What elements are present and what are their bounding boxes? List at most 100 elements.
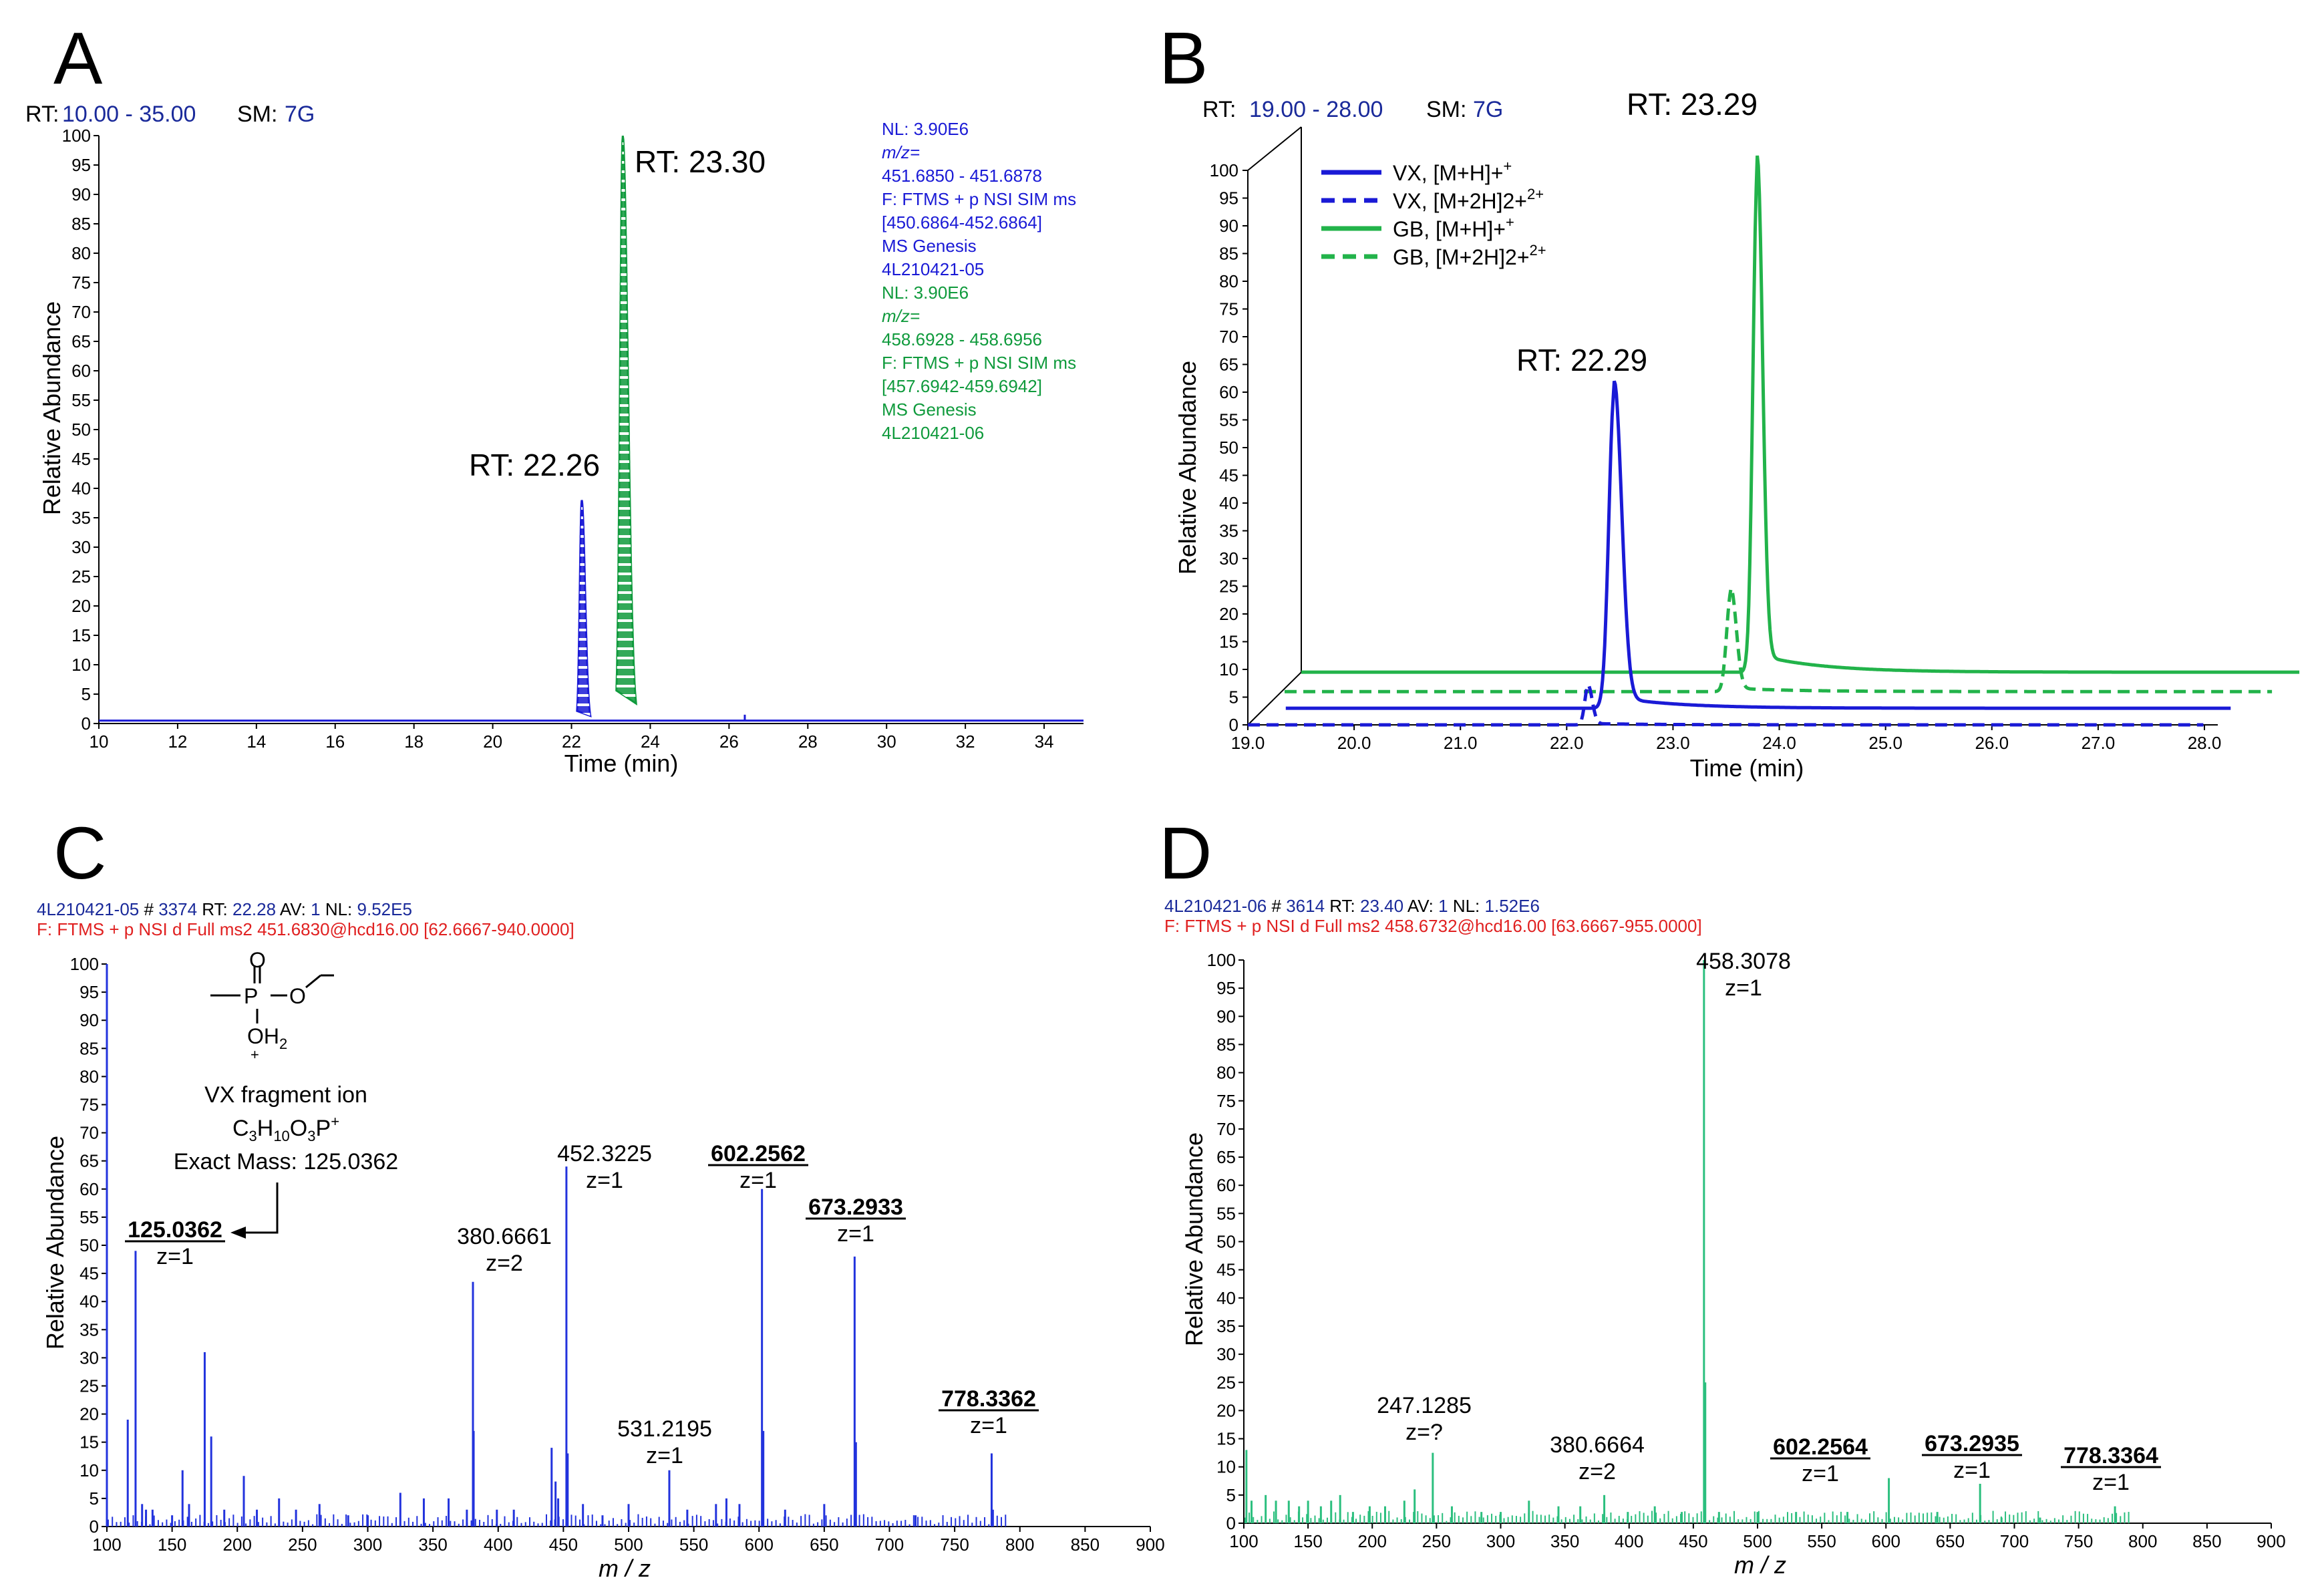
peak-label-charge: z=1 — [1725, 975, 1762, 1001]
depth-line — [1247, 126, 1302, 171]
y-tick-label: 20 — [79, 1404, 99, 1424]
x-tick-label: 26 — [719, 732, 739, 752]
x-tick-label: 100 — [1229, 1531, 1258, 1551]
y-tick-label: 55 — [1219, 410, 1238, 430]
y-tick-label: 100 — [70, 954, 99, 974]
panel-b-annotation-gb: RT: 23.29 — [1627, 87, 1758, 122]
peak-label-charge: z=1 — [2092, 1470, 2130, 1495]
y-tick-label: 20 — [1216, 1400, 1236, 1420]
y-tick-label: 95 — [71, 155, 91, 175]
y-tick-label: 5 — [1226, 1485, 1236, 1505]
panel-a-annotation-gb: RT: 23.30 — [635, 144, 766, 179]
panel-c-header-line2: F: FTMS + p NSI d Full ms2 451.6830@hcd1… — [37, 919, 574, 939]
panel-b-x-label: Time (min) — [1690, 754, 1804, 782]
x-tick-label: 300 — [353, 1535, 382, 1555]
x-tick-label: 750 — [2064, 1531, 2093, 1551]
panel-c-plot-area: 0 5 10 15 20 25 30 35 40 45 50 55 60 65 70 75 80 85 90 95 10… — [70, 954, 1165, 1555]
info-green-line: 4L210421-06 — [882, 423, 984, 443]
x-tick-label: 600 — [1872, 1531, 1900, 1551]
y-tick-label: 0 — [1229, 715, 1238, 735]
panel-b-plot-area: 0 5 10 15 20 25 30 35 40 45 50 55 60 65 70 75 80 85 90 95 10… — [1210, 126, 2300, 753]
peak-label-mz: 602.2562 — [711, 1141, 806, 1166]
x-tick-label: 250 — [288, 1535, 317, 1555]
panel-d-plot-area: 0 5 10 15 20 25 30 35 40 45 50 55 60 65 70 75 80 85 90 95 10… — [1207, 949, 2286, 1551]
y-tick-label: 25 — [79, 1376, 99, 1396]
info-blue-line: [450.6864-452.6864] — [882, 212, 1042, 232]
panel-b-legend: VX, [M+H]++ VX, [M+2H]2+2+ GB, [M+H]++ G… — [1321, 158, 1546, 269]
x-tick-label: 22.0 — [1550, 733, 1584, 753]
x-tick-label: 28.0 — [2188, 733, 2222, 753]
x-tick-label: 650 — [810, 1535, 838, 1555]
peak-label-charge: z=1 — [1953, 1458, 1991, 1483]
x-tick-label: 25.0 — [1868, 733, 1902, 753]
x-tick-label: 20 — [483, 732, 502, 752]
x-tick-label: 30 — [877, 732, 896, 752]
y-tick-label: 85 — [79, 1038, 99, 1058]
atom-p: P — [244, 984, 258, 1008]
peak-label-mz: 673.2933 — [808, 1195, 903, 1220]
y-tick-label: 50 — [1216, 1232, 1236, 1252]
y-tick-label: 100 — [1207, 950, 1236, 970]
gb-peak — [615, 135, 637, 705]
y-tick-label: 65 — [71, 331, 91, 351]
peak-label-charge: z=1 — [646, 1443, 683, 1468]
y-tick-label: 5 — [90, 1488, 99, 1509]
y-tick-label: 40 — [71, 478, 91, 498]
legend-label-gb-mh: GB, [M+H]++ — [1393, 214, 1514, 241]
panel-a-rt-label: RT: — [25, 102, 59, 127]
x-tick-label: 850 — [1071, 1535, 1100, 1555]
trace-gb-mh — [1301, 155, 2300, 674]
panel-b-rt-label: RT: — [1202, 97, 1236, 122]
legend-label-vx-m2h: VX, [M+2H]2+2+ — [1393, 186, 1544, 213]
info-green-line: NL: 3.90E6 — [882, 283, 969, 303]
y-tick-label: 50 — [71, 420, 91, 440]
y-tick-label: 70 — [79, 1123, 99, 1143]
y-tick-label: 100 — [62, 126, 91, 146]
peak-label-mz: 673.2935 — [1925, 1431, 2019, 1456]
x-tick-label: 600 — [745, 1535, 774, 1555]
panel-a-annotation-vx: RT: 22.26 — [469, 448, 600, 482]
y-tick-label: 35 — [79, 1319, 99, 1339]
fragment-arrow — [230, 1182, 279, 1239]
info-blue-line: 451.6850 - 451.6878 — [882, 166, 1042, 186]
x-tick-label: 500 — [1743, 1531, 1772, 1551]
info-blue-line: F: FTMS + p NSI SIM ms — [882, 189, 1076, 209]
x-tick-label: 800 — [2128, 1531, 2157, 1551]
y-tick-label: 55 — [79, 1207, 99, 1227]
x-tick-label: 20.0 — [1337, 733, 1371, 753]
peak-label-mz: 531.2195 — [617, 1416, 712, 1442]
x-tick-label: 200 — [223, 1535, 252, 1555]
atom-oh2: OH2 — [247, 1024, 287, 1052]
x-tick-label: 23.0 — [1656, 733, 1690, 753]
panel-c-y-label: Relative Abundance — [41, 1136, 69, 1350]
panel-a-sm-label: SM: — [237, 102, 277, 127]
vx-peak — [576, 500, 592, 718]
peak-label-mz: 778.3362 — [941, 1386, 1036, 1412]
peak-label-charge: z=1 — [970, 1413, 1007, 1438]
y-tick-label: 40 — [1216, 1288, 1236, 1308]
fragment-exact-mass: Exact Mass: 125.0362 — [174, 1149, 398, 1174]
x-tick-label: 900 — [1136, 1535, 1164, 1555]
y-tick-label: 0 — [90, 1517, 99, 1537]
y-tick-label: 40 — [79, 1291, 99, 1311]
info-green-line: MS Genesis — [882, 400, 977, 420]
peak-label-mz: 125.0362 — [128, 1217, 222, 1243]
x-tick-label: 900 — [2257, 1531, 2285, 1551]
y-tick-label: 30 — [1216, 1344, 1236, 1364]
bond — [305, 974, 321, 989]
y-tick-label: 95 — [1219, 188, 1238, 208]
panel-d-header-line1: 4L210421-06 # 3614 RT: 23.40 AV: 1 NL: 1… — [1164, 896, 1540, 916]
info-blue-line: m/z= — [882, 142, 920, 162]
x-tick-label: 12 — [168, 732, 187, 752]
panel-d-x-label: m / z — [1734, 1551, 1786, 1579]
panel-d-y-label: Relative Abundance — [1180, 1132, 1208, 1346]
x-tick-label: 350 — [418, 1535, 447, 1555]
x-tick-label: 800 — [1005, 1535, 1034, 1555]
vx-fragment-atoms: O P O OH2 + — [244, 948, 306, 1063]
info-blue-line: NL: 3.90E6 — [882, 119, 969, 139]
x-tick-label: 400 — [484, 1535, 512, 1555]
panel-b-rt-range: 19.00 - 28.00 — [1249, 97, 1383, 122]
panel-b: B RT: 19.00 - 28.00 SM: 7G 0 5 10 15 20 25 30 3… — [1159, 17, 2300, 782]
arrow-shaft — [244, 1182, 279, 1234]
